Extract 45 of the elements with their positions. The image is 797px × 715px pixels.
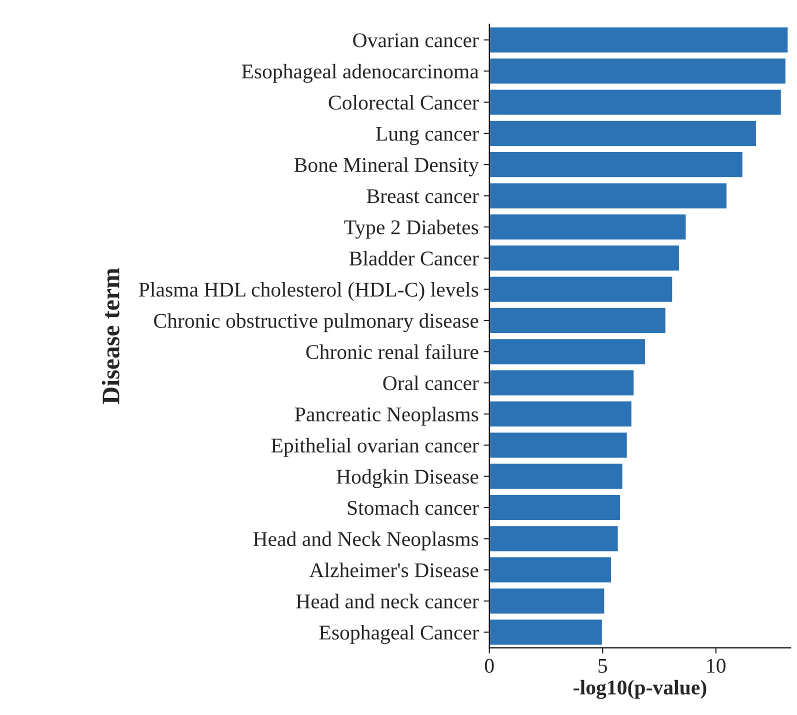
- y-tick-label: Bone Mineral Density: [294, 157, 479, 176]
- y-tick-label: Stomach cancer: [348, 500, 479, 515]
- bar: [489, 150, 744, 179]
- bar: [489, 182, 728, 210]
- bar: [489, 88, 782, 116]
- bar: [489, 57, 787, 86]
- bar: [489, 26, 790, 54]
- x-axis-title: -log10(p-value): [574, 680, 706, 699]
- y-tick-label: Esophageal adenocarcinoma: [242, 64, 479, 83]
- bar: [489, 462, 624, 490]
- y-tick-label: Esophageal Cancer: [319, 624, 479, 644]
- bar: [489, 244, 680, 272]
- y-tick-label: Plasma HDL cholesterol (HDL-C) levels: [138, 282, 478, 301]
- y-tick-label: Epithelial ovarian cancer: [271, 438, 479, 457]
- x-tick-label: 5: [598, 659, 608, 673]
- y-tick-label: Breast cancer: [366, 189, 479, 204]
- y-tick-label: Bladder Cancer: [349, 250, 479, 266]
- x-tick-label: 10: [707, 658, 726, 673]
- bar: [489, 368, 636, 397]
- bar: [489, 494, 622, 522]
- y-tick-label: Head and neck cancer: [296, 594, 479, 608]
- bar: [489, 400, 633, 428]
- bar: [489, 618, 604, 646]
- y-tick-label: Type 2 Diabetes: [344, 220, 478, 239]
- y-tick-label: Colorectal Cancer: [328, 95, 479, 110]
- y-tick-label: Oral cancer: [383, 376, 479, 390]
- x-tick-label: 0: [484, 658, 494, 673]
- y-tick-label: Alzheimer's Disease: [309, 562, 478, 578]
- bar: [489, 524, 620, 553]
- bar: [489, 338, 646, 366]
- bar: [489, 306, 667, 334]
- bar: [489, 275, 674, 304]
- bar: [489, 556, 612, 584]
- y-tick-label: Lung cancer: [376, 126, 479, 146]
- y-tick-label: Head and Neck Neoplasms: [253, 531, 478, 550]
- y-tick-label: Chronic obstructive pulmonary disease: [154, 313, 478, 332]
- bar: [489, 431, 628, 460]
- y-axis-title: Disease term: [102, 268, 120, 404]
- bar: [489, 212, 688, 241]
- y-tick-label: Pancreatic Neoplasms: [294, 406, 478, 426]
- y-tick-label: Hodgkin Disease: [336, 469, 478, 488]
- bar: [489, 587, 606, 615]
- y-tick-label: Chronic renal failure: [306, 344, 478, 360]
- y-tick-label: Ovarian cancer: [353, 33, 479, 48]
- bar: [489, 119, 758, 148]
